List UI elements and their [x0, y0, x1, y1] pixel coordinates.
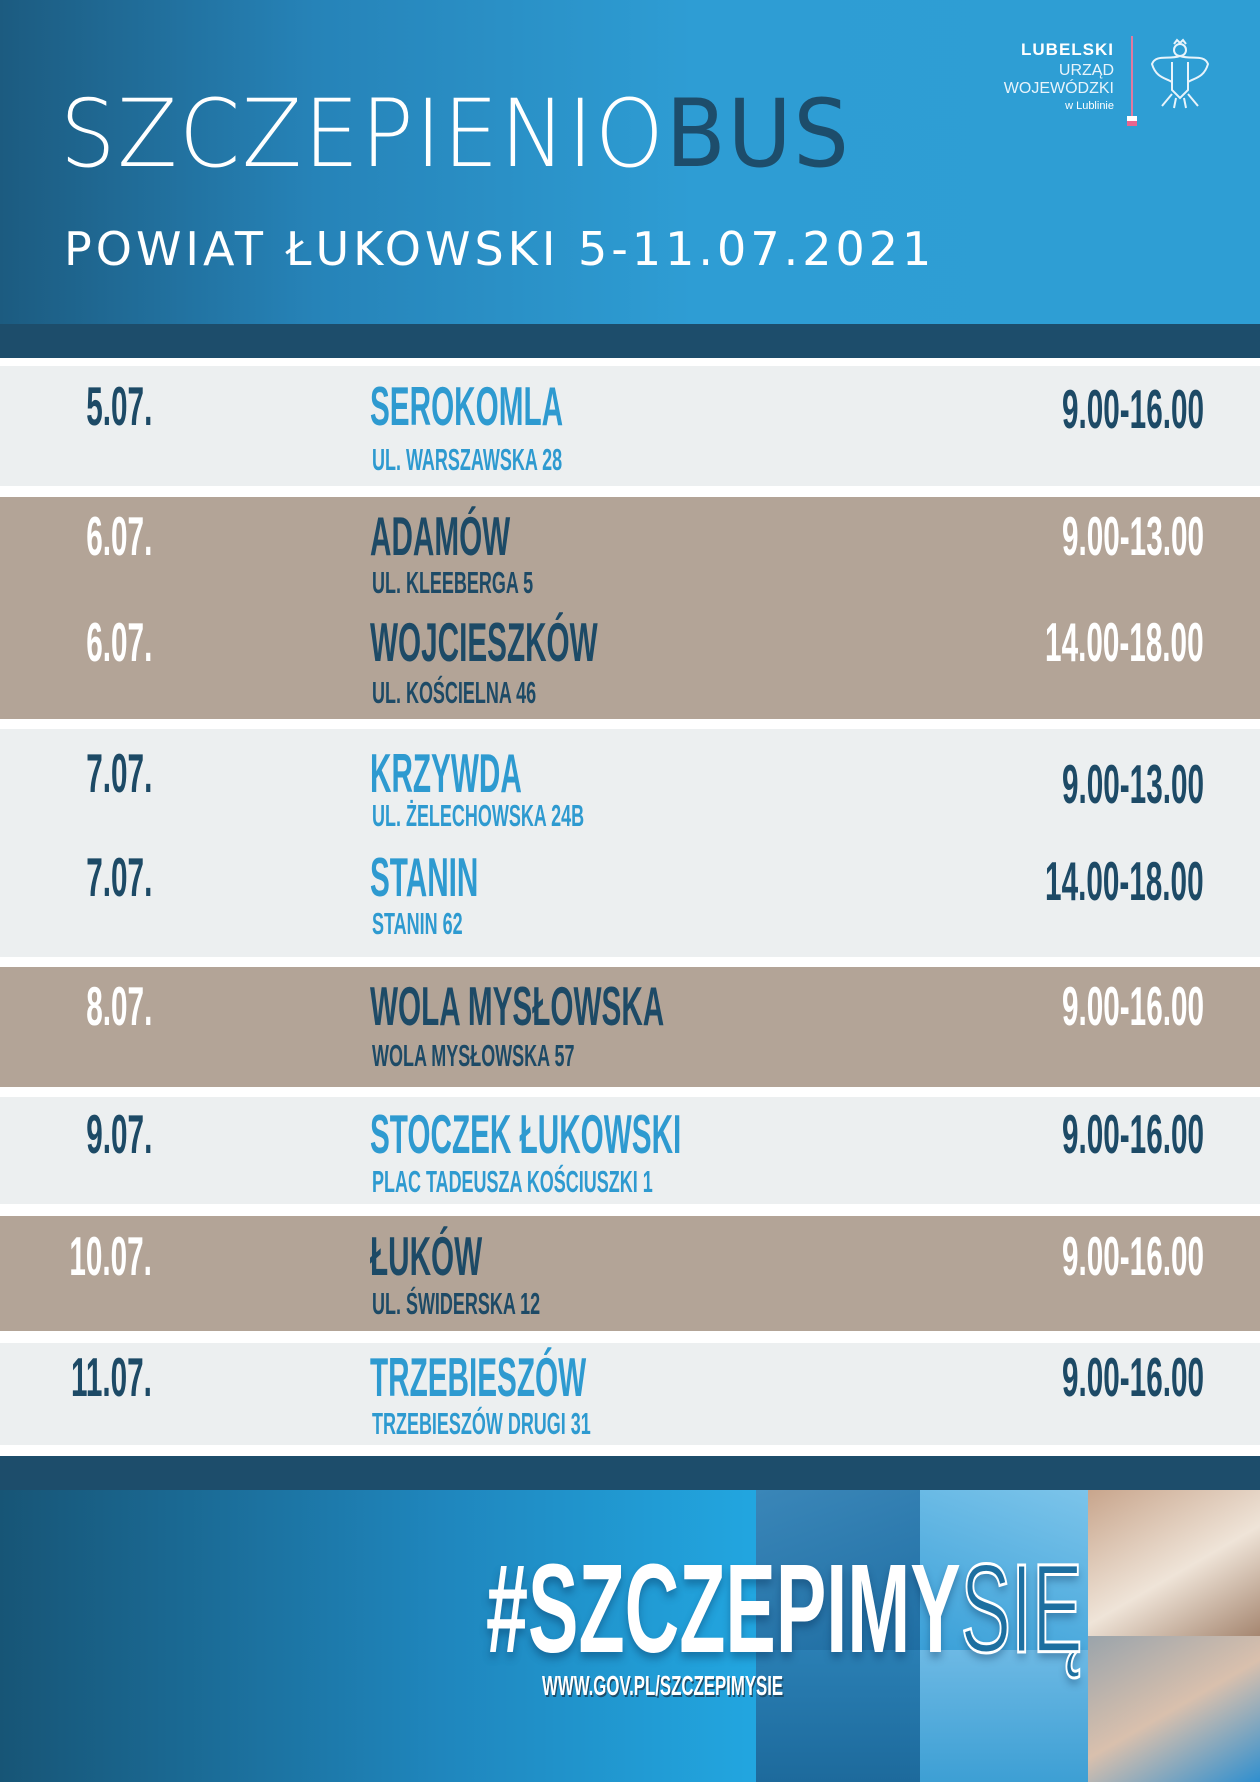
schedule-hours: 9.00-16.00 [1061, 975, 1204, 1037]
logo-line: w Lublinie [1065, 100, 1114, 112]
schedule-place: SEROKOMLA [370, 375, 564, 437]
schedule-hours: 14.00-18.00 [1045, 611, 1204, 673]
page-title: SZCZEPIENIOBUS [60, 80, 851, 189]
schedule-place: STOCZEK ŁUKOWSKI [370, 1103, 682, 1165]
elderly-couple-photo [1088, 1490, 1260, 1636]
schedule-date: 7.07. [85, 846, 152, 908]
schedule-row-group [0, 1343, 1260, 1445]
schedule-place: KRZYWDA [370, 742, 522, 804]
vaccine-vial-photo [920, 1650, 1088, 1782]
flag-icon [1127, 116, 1137, 126]
schedule-hours: 9.00-16.00 [1061, 1103, 1204, 1165]
schedule-row-group [0, 967, 1260, 1087]
page-subtitle: POWIAT ŁUKOWSKI 5-11.07.2021 [64, 222, 936, 276]
hashtag-outline: SIĘ [960, 1538, 1084, 1679]
schedule-date: 10.07. [69, 1225, 152, 1287]
schedule-hours: 9.00-16.00 [1061, 378, 1204, 440]
schedule-row-group [0, 1097, 1260, 1204]
woman-photo [756, 1650, 920, 1782]
schedule-address: STANIN 62 [372, 906, 463, 941]
schedule-date: 11.07. [71, 1346, 152, 1408]
hashtag-solid: #SZCZEPIMY [486, 1538, 961, 1679]
polish-eagle-icon [1150, 38, 1210, 109]
logo-line: URZĄD [1058, 62, 1114, 79]
schedule-row-group [0, 497, 1260, 719]
vaccination-photo [1088, 1636, 1260, 1782]
schedule-place: TRZEBIESZÓW [370, 1346, 587, 1408]
schedule-date: 7.07. [85, 742, 152, 804]
syringe-photo [920, 1490, 1088, 1650]
schedule-date: 6.07. [85, 611, 152, 673]
logo-divider [1131, 36, 1133, 120]
schedule-row-group [0, 1216, 1260, 1331]
schedule-hours: 9.00-13.00 [1061, 753, 1204, 815]
schedule-date: 5.07. [85, 375, 152, 437]
schedule-address: UL. KLEEBERGA 5 [372, 565, 534, 600]
logo-line: LUBELSKI [1021, 40, 1114, 59]
logo-line: WOJEWÓDZKI [1003, 80, 1114, 97]
schedule-date: 6.07. [85, 505, 152, 567]
schedule-hours: 9.00-16.00 [1061, 1225, 1204, 1287]
title-dark: BUS [665, 80, 851, 189]
website-link[interactable]: WWW.GOV.PL/SZCZEPIMYSIE [542, 1670, 784, 1701]
family-photo [756, 1490, 920, 1650]
title-light: SZCZEPIENIO [60, 80, 666, 189]
header-banner: SZCZEPIENIOBUS POWIAT ŁUKOWSKI 5-11.07.2… [0, 0, 1260, 324]
schedule-row-group [0, 366, 1260, 486]
schedule-date: 9.07. [85, 1103, 152, 1165]
schedule-hours: 9.00-13.00 [1061, 505, 1204, 567]
hashtag-szczepimysie: #SZCZEPIMYSIĘ [486, 1544, 1083, 1673]
schedule-place: ADAMÓW [370, 505, 511, 567]
schedule-address: UL. KOŚCIELNA 46 [372, 675, 537, 710]
schedule-place: ŁUKÓW [370, 1225, 483, 1287]
lubelski-urzad-logo: LUBELSKI URZĄD WOJEWÓDZKI w Lublinie [1000, 36, 1240, 126]
schedule-address: TRZEBIESZÓW DRUGI 31 [372, 1406, 591, 1441]
schedule-row-group [0, 729, 1260, 957]
schedule-address: UL. WARSZAWSKA 28 [372, 442, 563, 477]
schedule-hours: 14.00-18.00 [1045, 850, 1204, 912]
schedule-date: 8.07. [85, 975, 152, 1037]
footer-banner: #SZCZEPIMYSIĘ WWW.GOV.PL/SZCZEPIMYSIE [0, 1490, 1260, 1782]
schedule-place: WOJCIESZKÓW [370, 611, 598, 673]
bottom-divider-band [0, 1456, 1260, 1490]
schedule-hours: 9.00-16.00 [1061, 1346, 1204, 1408]
top-divider-band [0, 324, 1260, 358]
schedule-address: WOLA MYSŁOWSKA 57 [372, 1038, 575, 1073]
schedule-place: WOLA MYSŁOWSKA [370, 975, 665, 1037]
schedule-address: UL. ŚWIDERSKA 12 [372, 1286, 541, 1321]
schedule-address: PLAC TADEUSZA KOŚCIUSZKI 1 [372, 1164, 653, 1199]
schedule-address: UL. ŻELECHOWSKA 24B [372, 798, 585, 833]
schedule-place: STANIN [370, 846, 479, 908]
